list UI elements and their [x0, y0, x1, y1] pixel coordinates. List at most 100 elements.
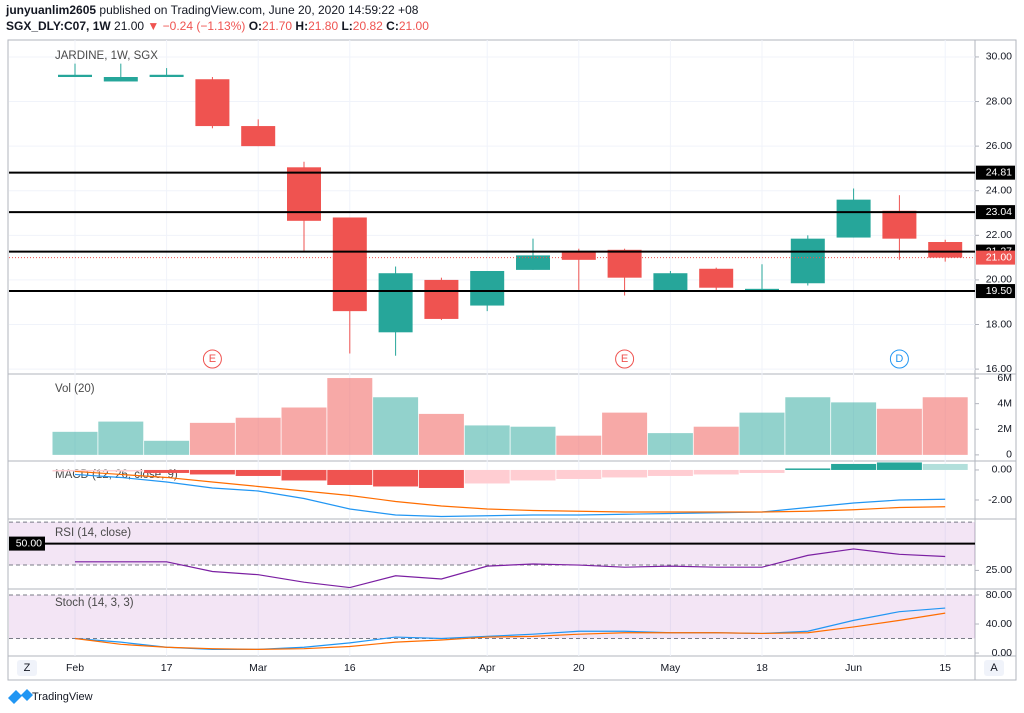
candle-body: [516, 255, 550, 270]
level-label-box: [976, 284, 1015, 299]
series-line: [74, 612, 946, 651]
histogram-bar: [831, 463, 877, 470]
volume-bar: [556, 435, 602, 455]
candle-body: [58, 74, 92, 78]
candle-body: [424, 279, 459, 319]
ohlc-value: 21.00: [399, 19, 429, 33]
histogram-bar: [739, 469, 785, 473]
y-tick-label: 4M: [997, 397, 1012, 409]
volume-bar: [831, 402, 877, 455]
series-line: [74, 470, 946, 513]
series-line: [75, 548, 946, 589]
volume-bar: [693, 426, 739, 455]
ohlc-value: 21.80: [308, 19, 338, 33]
volume-bar: [98, 421, 144, 455]
pane-title: Vol (20): [55, 383, 95, 395]
event-marker: [202, 349, 222, 369]
event-label: E: [621, 353, 628, 365]
volume-bar: [235, 417, 281, 455]
y-tick-label: 20.00: [986, 274, 1012, 286]
histogram-bar: [556, 469, 602, 479]
histogram-bar: [144, 469, 190, 473]
volume-bar: [327, 378, 373, 455]
x-tick-label: Feb: [66, 662, 84, 674]
corner-left[interactable]: Z: [24, 662, 31, 674]
volume-bar: [739, 412, 785, 455]
volume-bar: [602, 412, 648, 455]
y-tick-label: 6M: [997, 372, 1012, 384]
published: published on TradingView.com, June 20, 2…: [99, 3, 418, 17]
y-tick-label: 16.00: [986, 363, 1012, 375]
volume-bar: [510, 426, 556, 455]
volume-bar: [785, 397, 831, 455]
candle-body: [332, 217, 367, 312]
candle-body: [378, 273, 413, 333]
volume-bar: [373, 397, 419, 455]
histogram-bar: [235, 469, 281, 476]
y-tick-label: 0.00: [992, 464, 1013, 476]
symbol-line: SGX_DLY:C07, 1W 21.00 ▼ −0.24 (−1.13%) O…: [6, 19, 429, 33]
event-marker: [889, 349, 909, 369]
y-tick-label: 0.00: [992, 647, 1013, 659]
level-label-box: [9, 536, 45, 551]
candle-body: [699, 268, 734, 288]
x-tick-label: 15: [939, 662, 951, 674]
volume-bar: [647, 433, 693, 455]
volume-bar: [144, 440, 190, 455]
author: junyuanlim2605: [5, 3, 96, 17]
brand-logo: [8, 689, 33, 704]
y-tick-label: 80.00: [986, 589, 1012, 601]
candle-body: [882, 210, 917, 239]
pane-title: RSI (14, close): [55, 527, 131, 539]
candle-body: [790, 238, 825, 284]
histogram-bar: [189, 469, 235, 475]
histogram-bar: [373, 469, 419, 487]
corner-button[interactable]: [984, 660, 1004, 676]
corner-right[interactable]: A: [990, 662, 998, 674]
event-label: D: [895, 353, 903, 365]
frame: [7, 39, 1017, 681]
last: 21.00: [114, 19, 144, 33]
histogram-bar: [418, 469, 464, 488]
candle-body: [607, 249, 642, 278]
event-marker: [615, 349, 635, 369]
volume-bar: [464, 425, 510, 455]
event-label: E: [209, 353, 216, 365]
y-tick-label: 30.00: [986, 51, 1012, 63]
x-tick-label: Apr: [479, 662, 496, 674]
x-tick-label: May: [660, 662, 681, 674]
y-tick-label: 28.00: [986, 95, 1012, 107]
ohlc-label: C:: [386, 19, 399, 33]
level-label-box: [976, 165, 1015, 180]
last-price-box: [976, 250, 1015, 265]
histogram-bar: [98, 469, 144, 472]
volume-bar: [52, 431, 98, 455]
candle-body: [745, 288, 779, 292]
x-tick-label: Mar: [249, 662, 268, 674]
corner-button[interactable]: [17, 660, 37, 676]
level-label: 19.50: [986, 285, 1012, 297]
level-label-box: [976, 205, 1015, 220]
candle-body: [195, 79, 230, 127]
level-label: 50.00: [16, 537, 42, 549]
ohlc-value: 21.70: [262, 19, 292, 33]
histogram-bar: [510, 469, 556, 481]
ohlc-label: L:: [341, 19, 352, 33]
y-tick-label: 26.00: [986, 140, 1012, 152]
volume-bar: [189, 422, 235, 455]
header-line: junyuanlim2605 published on TradingView.…: [5, 3, 419, 17]
volume-bar: [281, 407, 327, 455]
y-tick-label: 22.00: [986, 229, 1012, 241]
candle-body: [836, 199, 871, 238]
volume-bar: [418, 413, 464, 455]
brand: TradingView: [32, 691, 93, 703]
y-tick-label: 2M: [997, 423, 1012, 435]
ohlc-value: 20.82: [353, 19, 383, 33]
histogram-bar: [647, 469, 693, 476]
candle-body: [928, 242, 963, 258]
symbol: SGX_DLY:C07, 1W: [6, 19, 111, 33]
histogram-bar: [52, 469, 98, 472]
series-line: [74, 607, 946, 650]
candle-body: [103, 77, 138, 82]
